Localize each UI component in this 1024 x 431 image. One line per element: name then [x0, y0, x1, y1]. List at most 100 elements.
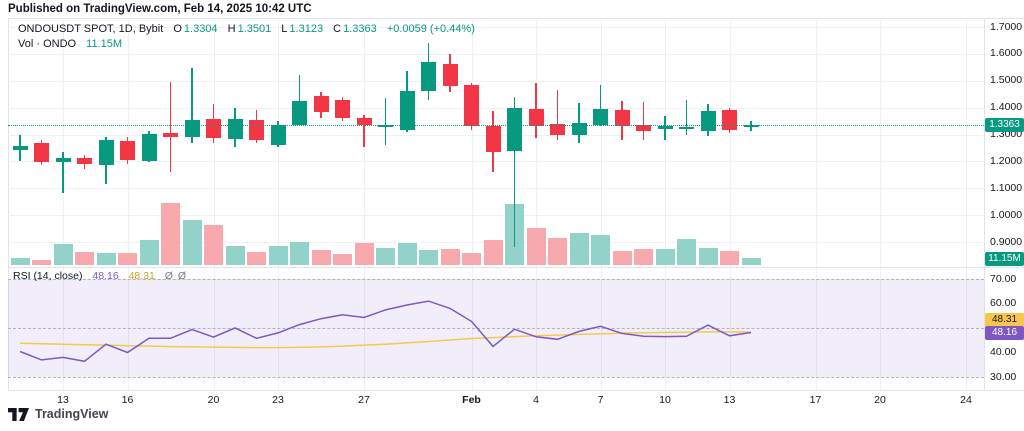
time-tick-label: 13 — [723, 394, 736, 406]
close-label: C — [333, 23, 342, 35]
time-tick-label: 7 — [597, 394, 604, 406]
candle-body — [34, 142, 49, 162]
time-tick-label: 23 — [272, 394, 284, 406]
candle-body — [356, 118, 372, 126]
rsi-tick-label: 60.00 — [990, 297, 1017, 309]
time-tick-label: 16 — [121, 394, 134, 406]
low-value: 1.3123 — [289, 23, 324, 35]
volume-bar — [204, 225, 223, 265]
volume-badge: 11.15M — [985, 252, 1024, 266]
volume-bar — [333, 253, 352, 265]
vertical-gridline — [665, 18, 666, 390]
volume-bar — [311, 250, 331, 265]
time-tick-label: Feb — [462, 394, 481, 406]
candle-body — [399, 91, 415, 130]
candle-body — [571, 123, 587, 135]
open-label: O — [173, 23, 182, 35]
time-tick-label: 20 — [207, 394, 220, 406]
volume-label: Vol · ONDO — [18, 38, 77, 50]
volume-bar — [32, 259, 51, 265]
candle-body — [485, 125, 501, 152]
candle-body — [206, 119, 221, 139]
candle-wick — [685, 99, 688, 135]
volume-bar — [419, 250, 438, 265]
symbol-legend[interactable]: ONDOUSDT SPOT, 1D, Bybit O 1.3304 H 1.3501… — [18, 23, 475, 50]
volume-bar — [397, 242, 417, 265]
rsi-legend[interactable]: RSI (14, close) 48.16 48.31 Ø Ø — [13, 270, 186, 282]
price-tick-label: 1.4000 — [990, 101, 1023, 114]
time-tick-label: 13 — [57, 394, 69, 406]
change-value: +0.0059 (+0.44%) — [386, 23, 475, 35]
price-tick-label: 1.7000 — [990, 20, 1023, 33]
vertical-gridline — [127, 18, 129, 390]
horizontal-gridline — [8, 27, 984, 28]
volume-bar — [440, 249, 460, 265]
volume-bar — [548, 238, 567, 265]
volume-bar — [96, 253, 116, 265]
volume-bar — [655, 249, 675, 265]
price-tick-label: 1.1000 — [990, 181, 1023, 194]
candle-body — [98, 139, 114, 165]
time-tick-label: 27 — [358, 394, 370, 406]
horizontal-gridline — [8, 215, 984, 217]
candle-body — [722, 109, 737, 130]
volume-bar — [225, 246, 245, 265]
horizontal-gridline — [8, 80, 984, 82]
candle-body — [335, 99, 350, 119]
candle-wick — [578, 103, 580, 144]
candle-body — [614, 109, 630, 127]
volume-bar — [612, 250, 632, 265]
candle-body — [528, 108, 544, 127]
volume-bar — [634, 249, 653, 265]
time-axis-border — [8, 390, 1024, 391]
high-label: H — [227, 23, 236, 35]
rsi-tick-label: 70.00 — [990, 272, 1017, 285]
published-header: Published on TradingView.com, Feb 14, 20… — [8, 3, 312, 15]
candle-body — [292, 101, 307, 125]
volume-bar — [75, 251, 94, 265]
candle-wick — [513, 97, 516, 248]
candle-body — [270, 124, 286, 145]
close-value: 1.3363 — [343, 23, 377, 35]
rsi-value-badge: 48.16 — [985, 326, 1024, 340]
vertical-gridline — [278, 18, 279, 390]
candle-body — [313, 95, 329, 112]
rsi-name: RSI — [13, 270, 31, 282]
vertical-gridline — [213, 18, 215, 390]
volume-bar — [268, 246, 288, 265]
time-tick-label: 4 — [533, 394, 539, 406]
horizontal-gridline — [8, 107, 984, 109]
candle-body — [743, 124, 759, 127]
volume-bar — [376, 247, 395, 265]
price-tick-label: 1.6000 — [990, 47, 1023, 60]
rsi-empty-slot-2: Ø — [177, 270, 187, 282]
candle-body — [12, 145, 28, 150]
horizontal-gridline — [8, 161, 984, 163]
candle-wick — [556, 89, 559, 140]
vertical-gridline — [364, 18, 365, 390]
time-tick-label: 17 — [809, 394, 822, 406]
time-tick-label: 20 — [874, 394, 886, 406]
volume-bar — [118, 253, 137, 265]
volume-bar — [161, 203, 180, 265]
candle-body — [120, 140, 135, 161]
rsi-tick-label: 40.00 — [990, 346, 1017, 358]
tradingview-logo-icon — [8, 407, 29, 421]
candle-wick — [599, 84, 602, 127]
last-price-line — [8, 124, 984, 126]
candle-body — [593, 108, 608, 125]
vertical-gridline — [63, 18, 64, 390]
rsi-empty-slot-1: Ø — [164, 270, 173, 282]
pane-separator[interactable] — [8, 267, 1024, 268]
rsi-tick-label: 30.00 — [990, 370, 1017, 383]
low-label: L — [281, 23, 288, 35]
vertical-gridline — [729, 18, 731, 390]
volume-bar — [698, 248, 718, 265]
volume-bar — [10, 258, 30, 265]
candle-body — [442, 63, 458, 87]
volume-bar — [182, 220, 202, 265]
candle-body — [184, 119, 200, 137]
volume-bar — [354, 243, 374, 265]
tradingview-attribution[interactable]: TradingView — [8, 407, 108, 421]
candle-wick — [62, 151, 64, 194]
